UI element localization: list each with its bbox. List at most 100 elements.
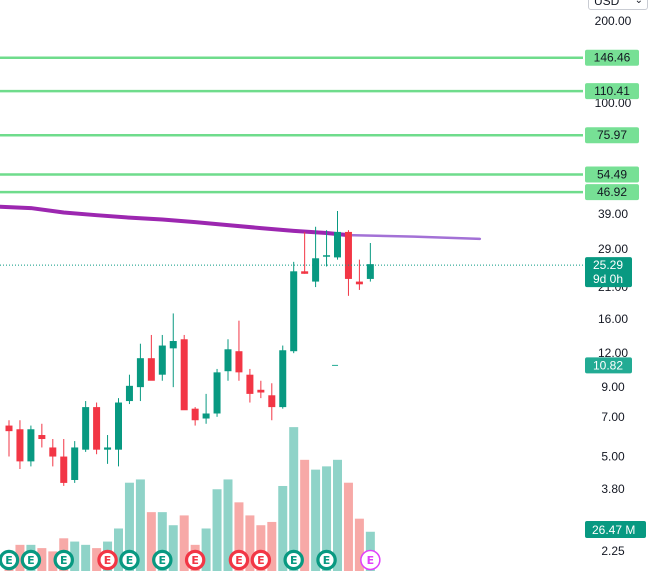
earnings-marker-inner [188, 553, 203, 567]
candle [49, 439, 57, 467]
candle [158, 334, 166, 381]
earnings-marker-inner [56, 553, 71, 567]
candle [290, 261, 298, 354]
volume-bar [333, 459, 342, 571]
candle [334, 210, 341, 260]
candle-body [104, 447, 112, 450]
y-tick-label: 100.00 [595, 96, 632, 110]
earnings-marker-inner [319, 553, 334, 567]
candle [169, 313, 177, 388]
candle [301, 231, 309, 274]
candle-body [27, 429, 35, 462]
price-level-label-bg [585, 49, 639, 66]
price-level-label[interactable]: 75.97 [585, 127, 639, 144]
earnings-marker-label: E [104, 554, 112, 567]
volume-bars [4, 427, 375, 571]
earnings-marker[interactable]: E [53, 549, 74, 571]
earnings-marker-label: E [323, 554, 331, 567]
earnings-marker[interactable]: E [250, 549, 272, 571]
volume-bar [135, 479, 145, 571]
earnings-marker-label: E [27, 554, 35, 567]
earnings-marker[interactable]: E [0, 549, 20, 571]
price-level-label-text: 146.46 [594, 51, 631, 65]
candle [279, 345, 287, 409]
earnings-marker-label: E [257, 554, 265, 567]
earnings-marker[interactable]: E [316, 549, 337, 571]
earnings-marker[interactable]: E [20, 549, 42, 571]
volume-bar [81, 544, 91, 571]
candle-body [158, 345, 166, 375]
candle [191, 407, 199, 426]
volume-label: 26.47 M [585, 521, 646, 538]
earnings-marker-inner [286, 553, 301, 567]
price-level-label[interactable]: 46.92 [585, 184, 639, 201]
volume-label-text: 26.47 M [592, 523, 635, 537]
volume-bar [343, 482, 353, 571]
moving-average-line [0, 204, 351, 238]
candle-body [115, 402, 122, 450]
volume-bar [212, 489, 222, 571]
volume-bar [267, 521, 277, 571]
volume-label-bg [585, 521, 646, 538]
earnings-marker-inner [2, 553, 16, 567]
candle-body [16, 429, 24, 462]
earnings-marker[interactable]: E [119, 549, 140, 571]
candle-body [257, 389, 265, 393]
y-tick-label: 2.25 [601, 544, 625, 558]
candle [312, 226, 320, 288]
price-level-label[interactable]: 110.41 [585, 83, 639, 100]
candle-body [60, 456, 68, 483]
volume-bar [201, 528, 211, 571]
price-level-label[interactable]: 54.49 [585, 166, 639, 183]
earnings-marker[interactable]: E [283, 549, 304, 571]
price-level-lines [0, 56, 583, 194]
y-tick-label: 7.00 [601, 410, 625, 424]
candle-body [125, 385, 133, 402]
earnings-marker[interactable]: E [97, 549, 118, 571]
candle-body [82, 407, 90, 450]
earnings-marker[interactable]: E [360, 549, 381, 571]
y-tick-label: 12.00 [598, 346, 628, 360]
candle [257, 380, 265, 399]
candle [366, 243, 374, 282]
marker-price-label-bg [585, 357, 632, 374]
earnings-marker-label: E [126, 554, 134, 567]
candle-body [323, 255, 331, 257]
volume-bar [15, 544, 25, 571]
earnings-marker-label: E [191, 554, 199, 567]
candle-body [5, 425, 13, 432]
earnings-marker[interactable]: E [152, 549, 173, 571]
volume-bar [37, 548, 47, 571]
price-level-label-text: 75.97 [597, 128, 627, 142]
candle [202, 393, 210, 424]
earnings-marker-label: E [60, 554, 68, 567]
price-level-label[interactable]: 146.46 [585, 49, 639, 66]
candle [104, 435, 112, 464]
candle-body [344, 231, 352, 279]
price-level-label-bg [585, 184, 639, 201]
moving-average-projection [347, 233, 482, 241]
candle [38, 423, 46, 448]
earnings-marker-circle [360, 549, 381, 571]
volume-bar [311, 469, 321, 571]
candle-body [366, 264, 374, 279]
volume-bar [322, 466, 332, 571]
earnings-marker[interactable]: E [228, 549, 250, 571]
earnings-marker[interactable]: E [184, 549, 206, 571]
candle-body [147, 358, 155, 381]
volume-bar [256, 525, 266, 571]
volume-bar [223, 479, 233, 571]
earnings-marker-inner [100, 553, 115, 567]
candle-body [71, 447, 79, 480]
currency-select[interactable]: USD ⌄ [588, 0, 648, 10]
volume-bar [354, 518, 364, 571]
candle [235, 320, 243, 381]
candle [60, 439, 68, 486]
candle [147, 334, 155, 381]
candle-body [224, 349, 232, 372]
volume-bar [146, 512, 156, 571]
candle [355, 259, 363, 290]
marker-price-label: 10.82 [585, 357, 632, 374]
